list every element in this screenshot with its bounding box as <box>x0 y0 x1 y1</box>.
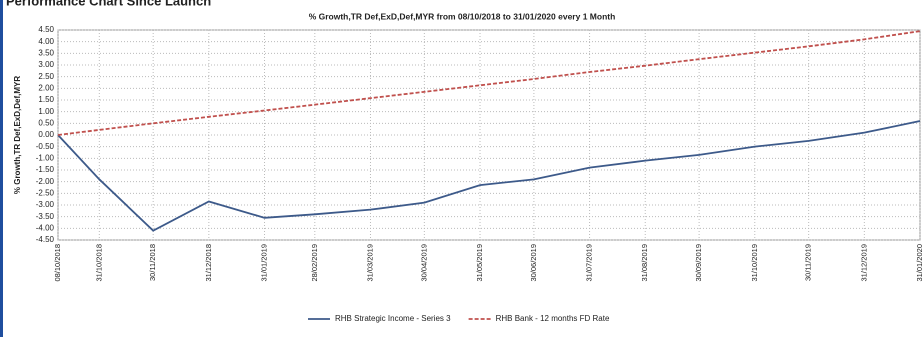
x-tick-label: 30/04/2019 <box>419 244 428 282</box>
x-tick-label: 30/11/2019 <box>804 244 813 281</box>
y-tick-label: 3.00 <box>38 60 54 69</box>
header: Performance Chart Since Launch <box>6 0 211 8</box>
y-tick-label: 1.50 <box>38 95 54 104</box>
y-tick-label: -1.00 <box>36 153 55 162</box>
x-tick-label: 31/10/2018 <box>94 244 103 282</box>
y-tick-label: -4.00 <box>36 223 55 232</box>
y-tick-label: 2.50 <box>38 72 54 81</box>
y-tick-label: 4.00 <box>38 37 54 46</box>
chart-title: % Growth,TR Def,ExD,Def,MYR from 08/10/2… <box>309 11 616 21</box>
y-tick-label: -0.50 <box>36 142 55 151</box>
y-tick-label: -3.50 <box>36 212 55 221</box>
y-tick-label: -2.00 <box>36 177 55 186</box>
legend-label: RHB Strategic Income - Series 3 <box>335 314 451 323</box>
y-tick-label: 0.00 <box>38 130 54 139</box>
y-tick-label: 4.50 <box>38 25 54 34</box>
y-tick-label: -1.50 <box>36 165 55 174</box>
x-tick-label: 31/01/2020 <box>915 244 924 282</box>
y-tick-label: 2.00 <box>38 83 54 92</box>
series-line <box>57 120 921 232</box>
x-tick-label: 31/07/2019 <box>585 244 594 282</box>
y-tick-label: 0.50 <box>38 118 54 127</box>
x-tick-label: 30/11/2018 <box>148 244 157 281</box>
x-tick-label: 31/05/2019 <box>475 244 484 282</box>
x-tick-label: 30/06/2019 <box>529 244 538 282</box>
page-border <box>0 0 3 337</box>
x-tick-label: 31/03/2019 <box>365 244 374 282</box>
y-axis-label: % Growth,TR Def,ExD,Def,MYR <box>13 76 22 194</box>
legend-label: RHB Bank - 12 months FD Rate <box>496 314 610 323</box>
x-tick-label: 31/01/2019 <box>260 244 269 282</box>
y-tick-label: 3.50 <box>38 48 54 57</box>
x-tick-label: 31/10/2019 <box>750 244 759 282</box>
y-tick-label: -4.50 <box>36 235 55 244</box>
x-tick-label: 30/09/2019 <box>694 244 703 282</box>
x-tick-label: 08/10/2018 <box>53 244 62 282</box>
x-tick-label: 31/12/2019 <box>859 244 868 282</box>
x-tick-label: 28/02/2019 <box>310 244 319 282</box>
x-tick-label: 31/08/2019 <box>640 244 649 282</box>
y-tick-label: -2.50 <box>36 188 55 197</box>
x-tick-label: 31/12/2018 <box>204 244 213 282</box>
y-tick-label: -3.00 <box>36 200 55 209</box>
series-line <box>57 30 921 136</box>
y-tick-label: 1.00 <box>38 107 54 116</box>
